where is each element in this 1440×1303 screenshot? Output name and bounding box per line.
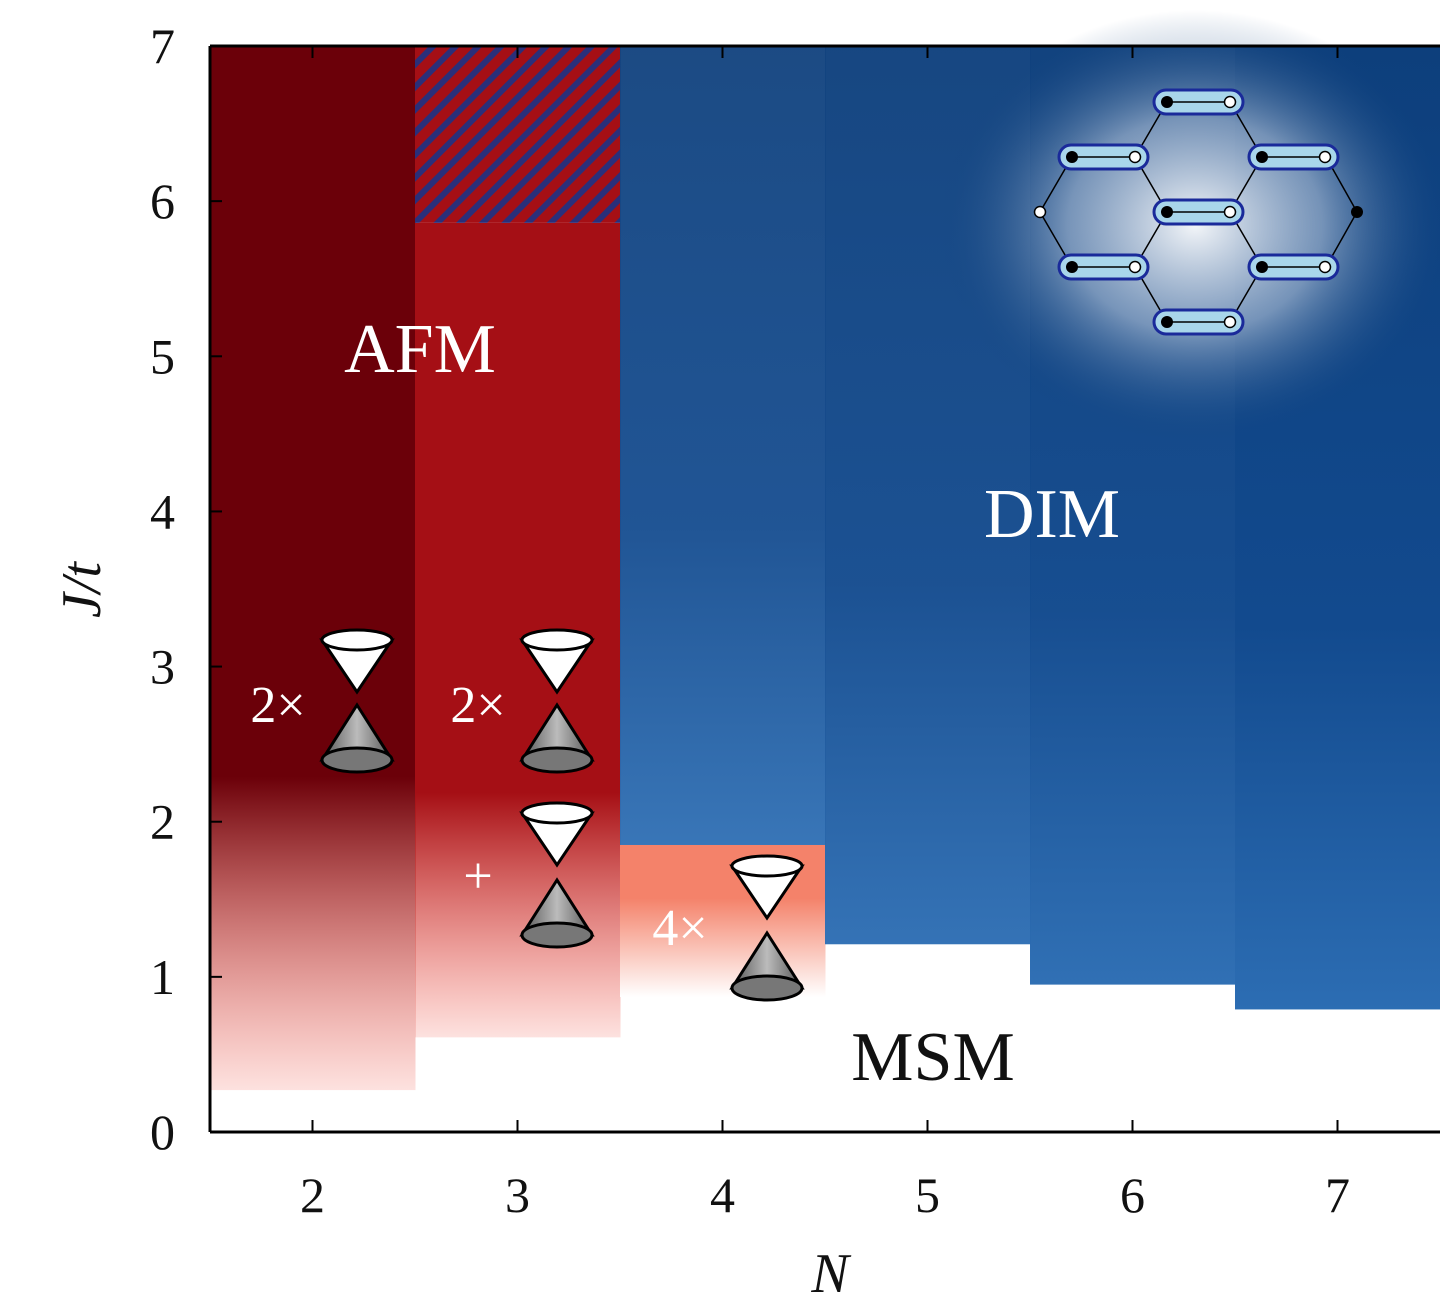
site (1256, 261, 1268, 273)
site (1161, 206, 1173, 218)
annotation: + (463, 848, 492, 905)
region-label: DIM (984, 476, 1120, 553)
site (1351, 206, 1363, 218)
site (1320, 262, 1331, 273)
x-tick-label: 3 (505, 1167, 530, 1223)
y-tick-label: 3 (150, 639, 175, 695)
region-label: MSM (851, 1019, 1014, 1096)
phase-region (620, 46, 826, 845)
x-tick-label: 6 (1120, 1167, 1145, 1223)
site (1225, 97, 1236, 108)
y-tick-label: 7 (150, 18, 175, 74)
site (1035, 207, 1046, 218)
x-tick-label: 4 (710, 1167, 735, 1223)
y-tick-label: 5 (150, 328, 175, 384)
site (1130, 262, 1141, 273)
site (1066, 151, 1078, 163)
site (1161, 316, 1173, 328)
site (1225, 317, 1236, 328)
site (1161, 96, 1173, 108)
site (1225, 207, 1236, 218)
site (1320, 152, 1331, 163)
site (1066, 261, 1078, 273)
x-tick-label: 2 (300, 1167, 325, 1223)
region-label: AFM (344, 311, 496, 388)
annotation: 2× (250, 677, 305, 734)
y-tick-label: 4 (150, 483, 175, 539)
y-tick-label: 0 (150, 1104, 175, 1160)
y-tick-label: 2 (150, 794, 175, 850)
site (1130, 152, 1141, 163)
x-tick-label: 5 (915, 1167, 940, 1223)
phase-region (415, 46, 621, 223)
x-axis-label: N (810, 1243, 851, 1303)
y-tick-label: 6 (150, 173, 175, 229)
chart: AFM DIM MSM 2× 2× +4× 0 1 2 3 4 5 6 7 2 3 4 5 6 7 N J/t (0, 0, 1440, 1303)
phase-region (210, 46, 416, 1090)
y-axis-label: J/t (51, 561, 113, 618)
annotation: 2× (450, 677, 505, 734)
y-tick-label: 1 (150, 949, 175, 1005)
site (1256, 151, 1268, 163)
annotation: 4× (652, 900, 707, 957)
x-tick-label: 7 (1325, 1167, 1350, 1223)
